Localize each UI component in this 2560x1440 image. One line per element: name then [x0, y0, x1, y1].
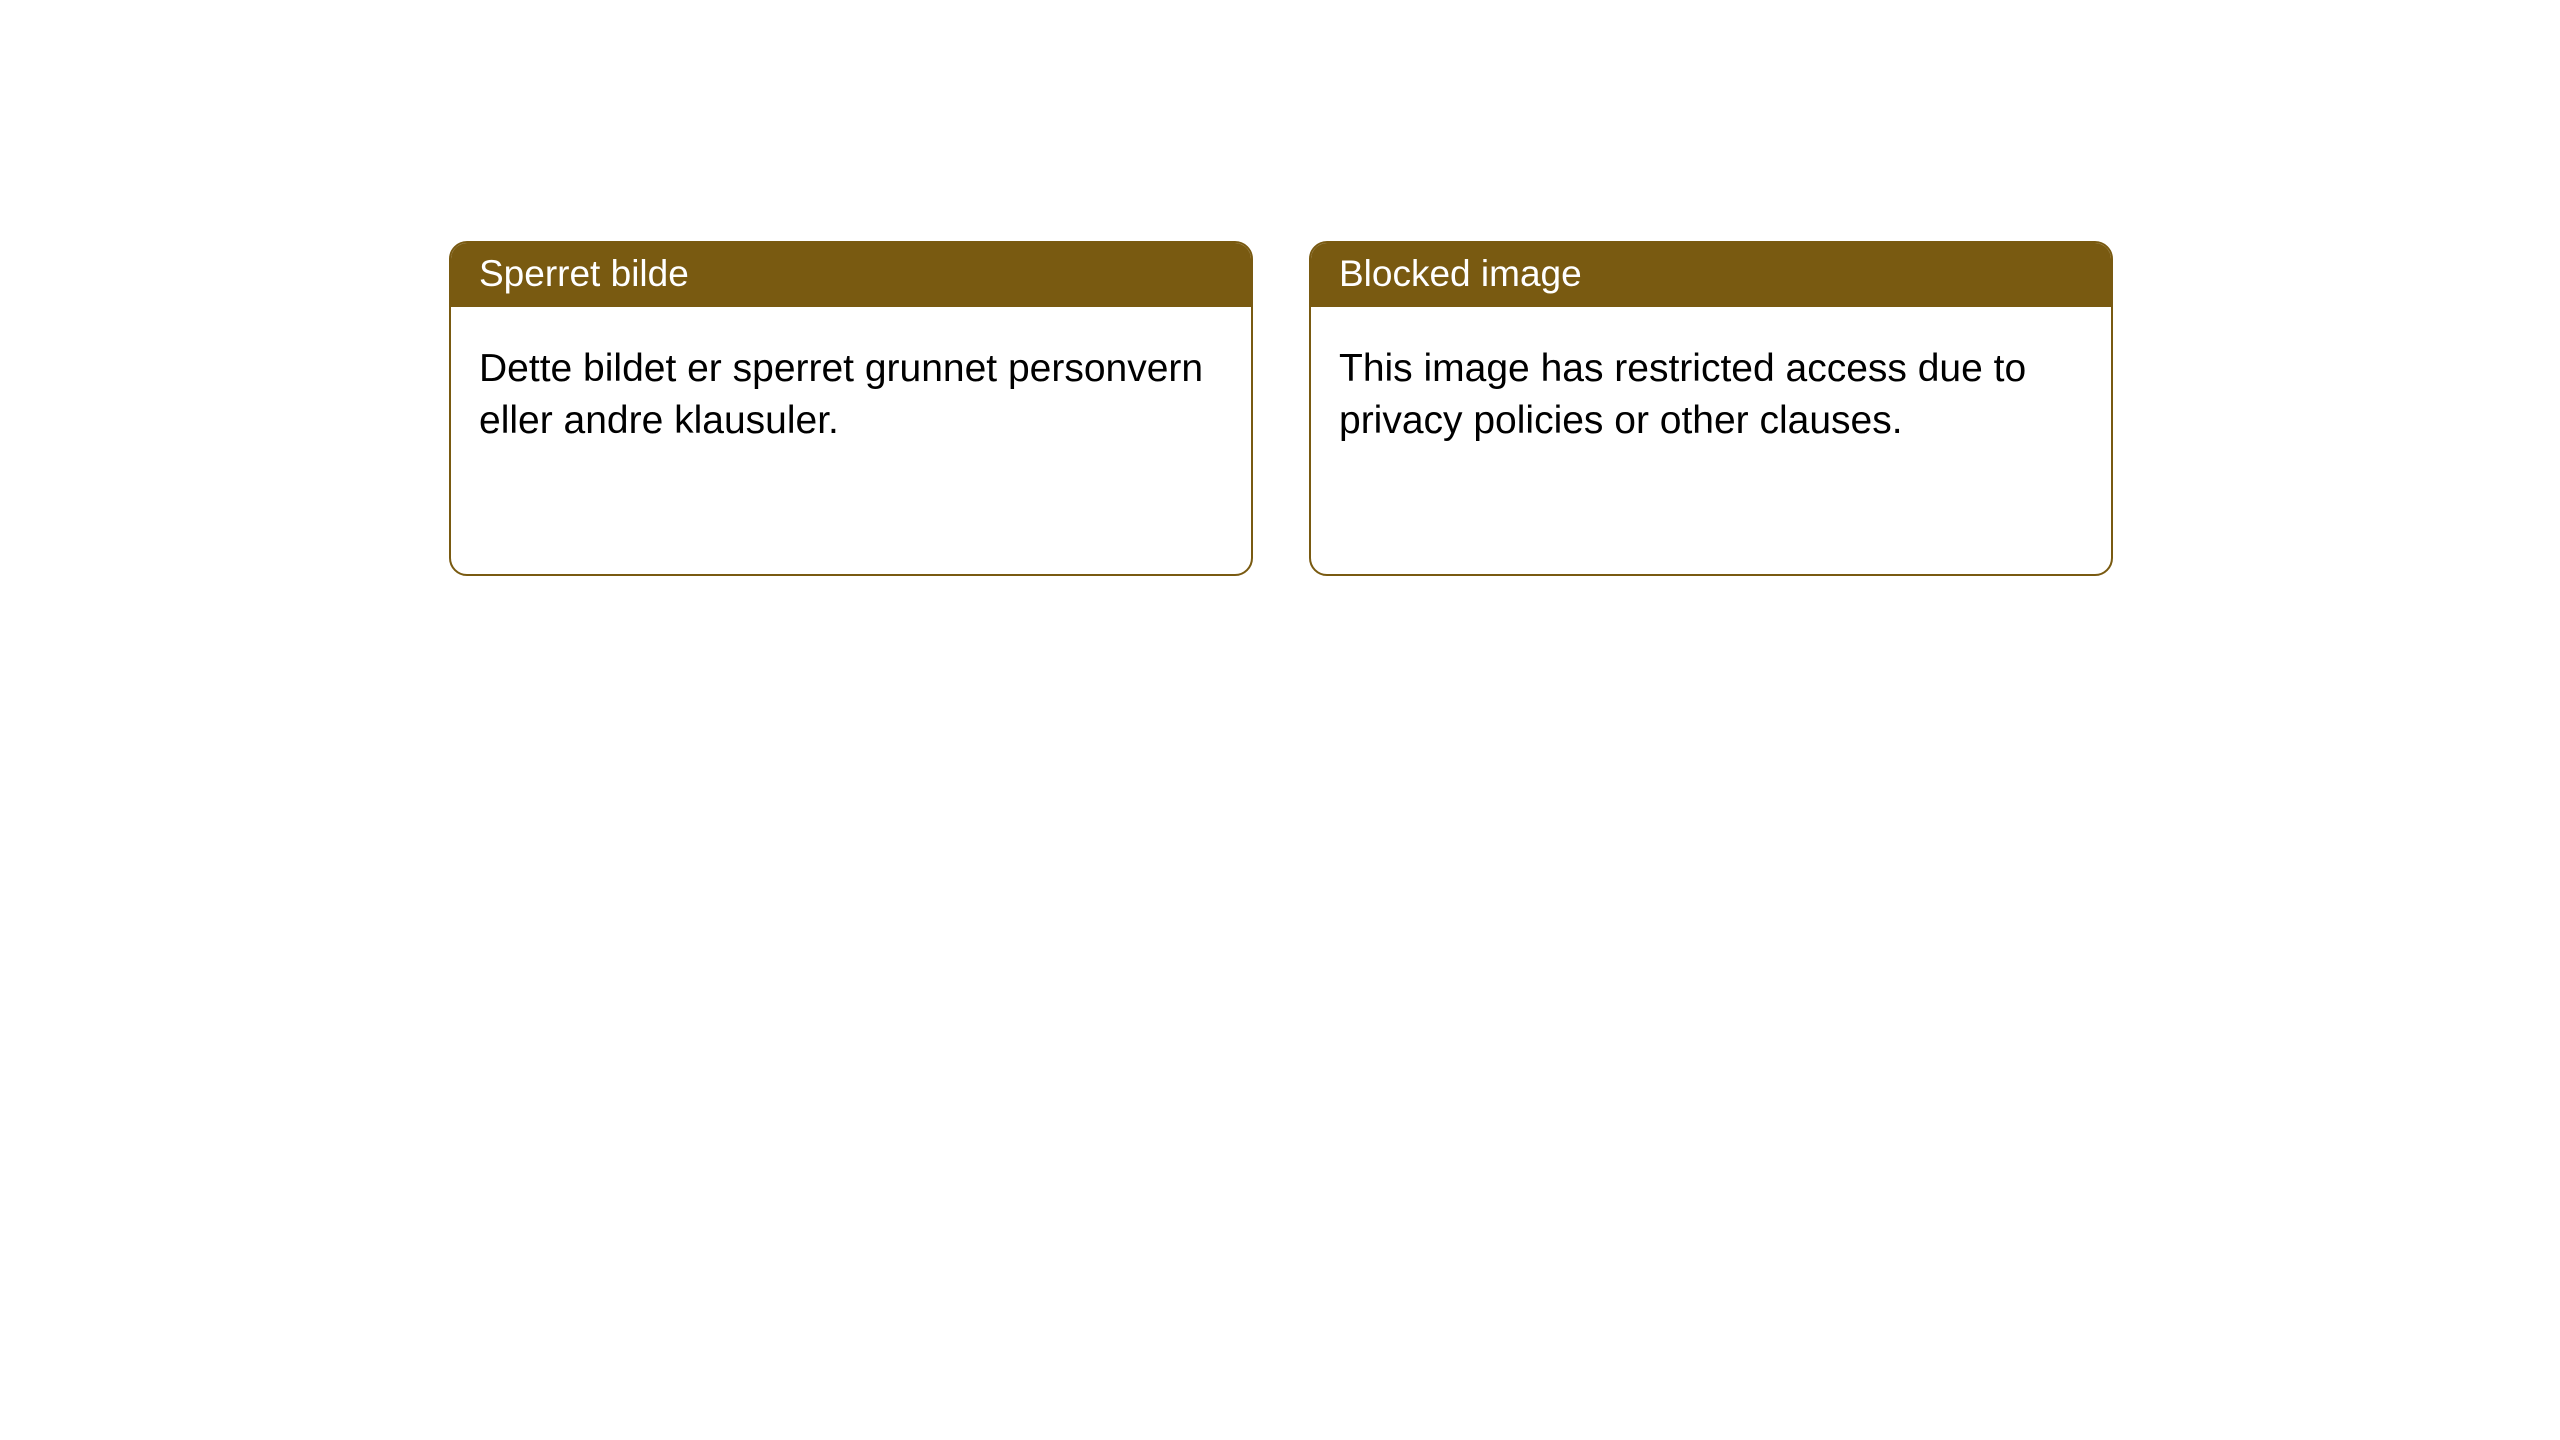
- card-header-no: Sperret bilde: [451, 243, 1251, 307]
- blocked-image-card-en: Blocked image This image has restricted …: [1309, 241, 2113, 576]
- card-body-no: Dette bildet er sperret grunnet personve…: [451, 307, 1251, 482]
- card-message-en: This image has restricted access due to …: [1339, 347, 2026, 441]
- card-title-no: Sperret bilde: [479, 253, 689, 294]
- card-body-en: This image has restricted access due to …: [1311, 307, 2111, 482]
- blocked-image-card-no: Sperret bilde Dette bildet er sperret gr…: [449, 241, 1253, 576]
- card-message-no: Dette bildet er sperret grunnet personve…: [479, 347, 1203, 441]
- card-title-en: Blocked image: [1339, 253, 1582, 294]
- card-header-en: Blocked image: [1311, 243, 2111, 307]
- blocked-image-notices: Sperret bilde Dette bildet er sperret gr…: [0, 0, 2560, 576]
